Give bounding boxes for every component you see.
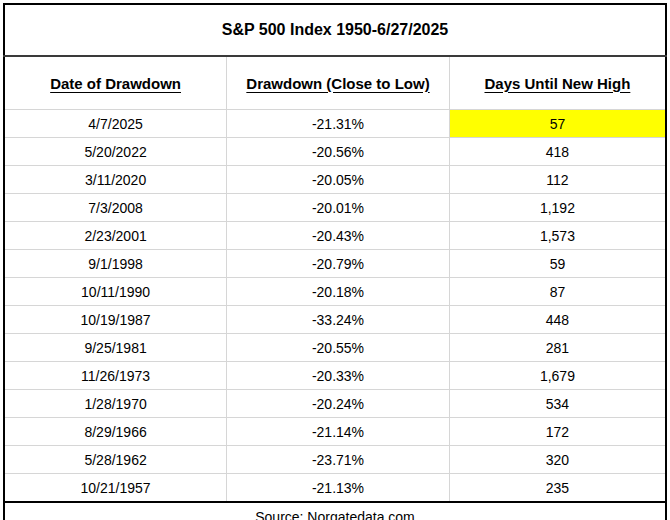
drawdown-pct-cell: -20.33% <box>227 362 450 390</box>
days-until-new-high-cell-highlighted: 57 <box>449 110 666 138</box>
table-row: 3/11/2020-20.05%112 <box>4 166 666 194</box>
days-until-new-high-cell: 1,573 <box>449 222 666 250</box>
table-row: 10/11/1990-20.18%87 <box>4 278 666 306</box>
drawdown-pct-cell: -20.01% <box>227 194 450 222</box>
drawdown-pct-cell: -20.05% <box>227 166 450 194</box>
table-title: S&P 500 Index 1950-6/27/2025 <box>4 4 666 56</box>
column-header-drawdown-close-to-low: Drawdown (Close to Low) <box>227 56 450 110</box>
column-header-days-until-new-high: Days Until New High <box>449 56 666 110</box>
table-row: 11/26/1973-20.33%1,679 <box>4 362 666 390</box>
date-of-drawdown-cell: 8/29/1966 <box>4 418 227 446</box>
table-row: 10/21/1957-21.13%235 <box>4 474 666 503</box>
column-header-date-of-drawdown: Date of Drawdown <box>4 56 227 110</box>
drawdown-pct-cell: -20.56% <box>227 138 450 166</box>
days-until-new-high-cell: 235 <box>449 474 666 503</box>
date-of-drawdown-cell: 9/1/1998 <box>4 250 227 278</box>
days-until-new-high-cell: 281 <box>449 334 666 362</box>
drawdown-pct-cell: -20.79% <box>227 250 450 278</box>
days-until-new-high-cell: 1,679 <box>449 362 666 390</box>
table-row: 9/25/1981-20.55%281 <box>4 334 666 362</box>
days-until-new-high-cell: 418 <box>449 138 666 166</box>
days-until-new-high-cell: 172 <box>449 418 666 446</box>
drawdown-pct-cell: -21.13% <box>227 474 450 503</box>
drawdown-table-page: S&P 500 Index 1950-6/27/2025 Date of Dra… <box>0 0 670 520</box>
drawdown-pct-cell: -20.43% <box>227 222 450 250</box>
date-of-drawdown-cell: 4/7/2025 <box>4 110 227 138</box>
drawdown-pct-cell: -20.18% <box>227 278 450 306</box>
days-until-new-high-cell: 448 <box>449 306 666 334</box>
date-of-drawdown-cell: 3/11/2020 <box>4 166 227 194</box>
date-of-drawdown-cell: 1/28/1970 <box>4 390 227 418</box>
table-row: 1/28/1970-20.24%534 <box>4 390 666 418</box>
date-of-drawdown-cell: 7/3/2008 <box>4 194 227 222</box>
source-row: Source: Norgatedata.com <box>4 502 666 520</box>
drawdown-pct-cell: -23.71% <box>227 446 450 474</box>
date-of-drawdown-cell: 10/11/1990 <box>4 278 227 306</box>
days-until-new-high-cell: 1,192 <box>449 194 666 222</box>
table-body: 4/7/2025-21.31%575/20/2022-20.56%4183/11… <box>4 110 666 503</box>
drawdown-pct-cell: -20.24% <box>227 390 450 418</box>
drawdown-pct-cell: -33.24% <box>227 306 450 334</box>
table-row: 4/7/2025-21.31%57 <box>4 110 666 138</box>
date-of-drawdown-cell: 9/25/1981 <box>4 334 227 362</box>
drawdown-pct-cell: -21.31% <box>227 110 450 138</box>
table-row: 7/3/2008-20.01%1,192 <box>4 194 666 222</box>
table-row: 5/20/2022-20.56%418 <box>4 138 666 166</box>
table-row: 10/19/1987-33.24%448 <box>4 306 666 334</box>
days-until-new-high-cell: 320 <box>449 446 666 474</box>
header-row: Date of Drawdown Drawdown (Close to Low)… <box>4 56 666 110</box>
drawdown-table: S&P 500 Index 1950-6/27/2025 Date of Dra… <box>3 3 667 520</box>
table-row: 8/29/1966-21.14%172 <box>4 418 666 446</box>
drawdown-pct-cell: -20.55% <box>227 334 450 362</box>
table-row: 9/1/1998-20.79%59 <box>4 250 666 278</box>
days-until-new-high-cell: 87 <box>449 278 666 306</box>
days-until-new-high-cell: 112 <box>449 166 666 194</box>
source-note: Source: Norgatedata.com <box>4 502 666 520</box>
table-row: 5/28/1962-23.71%320 <box>4 446 666 474</box>
title-row: S&P 500 Index 1950-6/27/2025 <box>4 4 666 56</box>
date-of-drawdown-cell: 10/21/1957 <box>4 474 227 503</box>
days-until-new-high-cell: 59 <box>449 250 666 278</box>
drawdown-pct-cell: -21.14% <box>227 418 450 446</box>
date-of-drawdown-cell: 10/19/1987 <box>4 306 227 334</box>
table-row: 2/23/2001-20.43%1,573 <box>4 222 666 250</box>
date-of-drawdown-cell: 5/20/2022 <box>4 138 227 166</box>
date-of-drawdown-cell: 11/26/1973 <box>4 362 227 390</box>
date-of-drawdown-cell: 5/28/1962 <box>4 446 227 474</box>
days-until-new-high-cell: 534 <box>449 390 666 418</box>
date-of-drawdown-cell: 2/23/2001 <box>4 222 227 250</box>
